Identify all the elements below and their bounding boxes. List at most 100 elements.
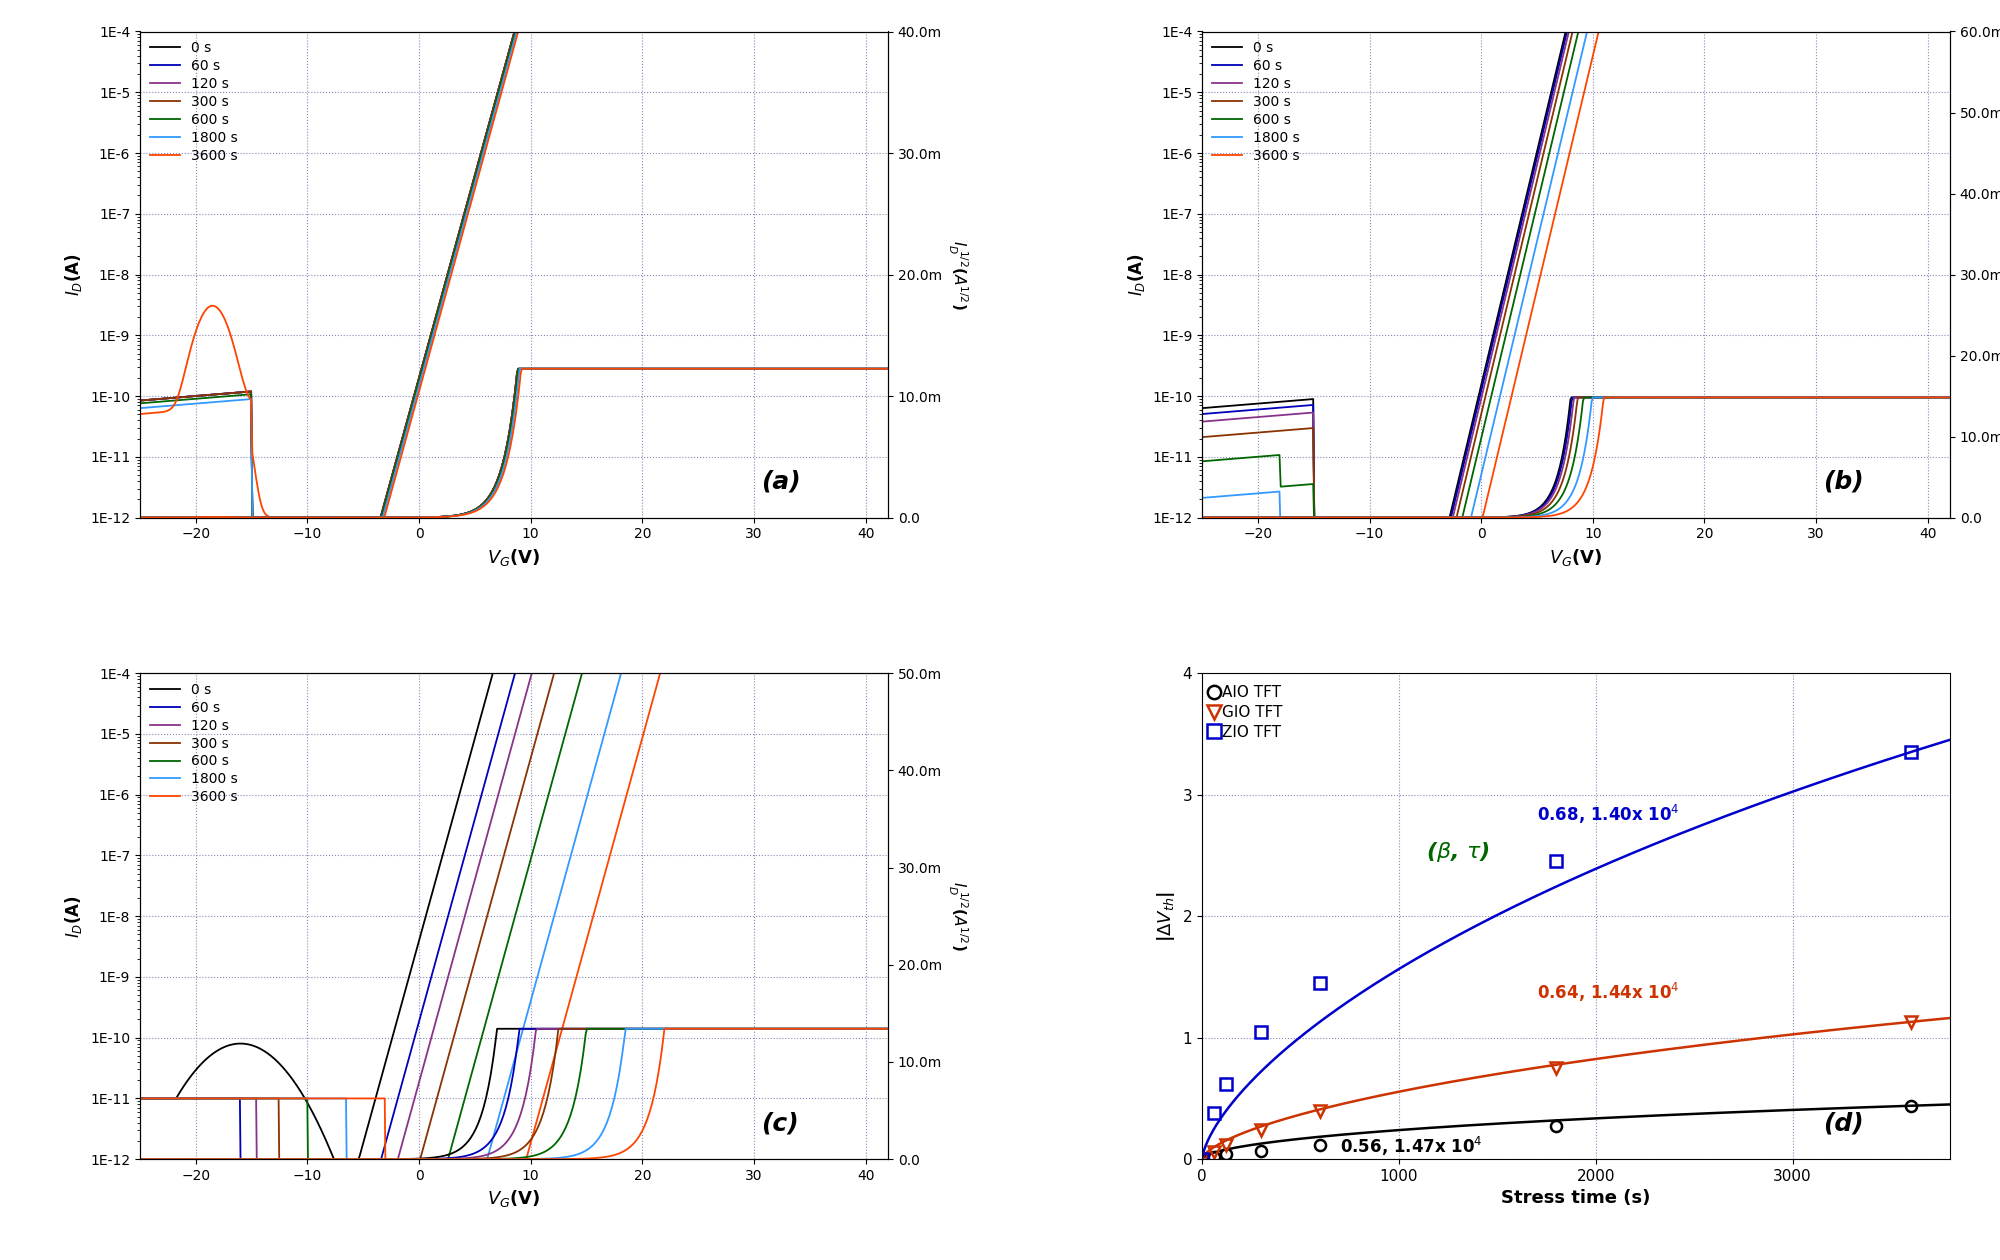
3600 s xyxy=(128,1091,152,1106)
600 s xyxy=(572,14,596,29)
1800 s xyxy=(694,650,718,665)
Text: 0.64, 1.44x 10$^4$: 0.64, 1.44x 10$^4$ xyxy=(1536,980,1680,1004)
600 s xyxy=(1384,528,1408,543)
60 s xyxy=(322,510,346,525)
X-axis label: $V_G$(V): $V_G$(V) xyxy=(1550,547,1602,568)
120 s xyxy=(1562,3,1586,18)
120 s xyxy=(1324,528,1348,543)
600 s xyxy=(876,650,900,665)
Legend: 0 s, 60 s, 120 s, 300 s, 600 s, 1800 s, 3600 s: 0 s, 60 s, 120 s, 300 s, 600 s, 1800 s, … xyxy=(146,680,240,806)
0 s xyxy=(694,14,718,29)
Text: 0.56, 1.47x 10$^4$: 0.56, 1.47x 10$^4$ xyxy=(1340,1135,1482,1158)
60 s xyxy=(1692,3,1716,18)
Line: 600 s: 600 s xyxy=(140,21,888,518)
600 s xyxy=(260,1091,284,1106)
3600 s xyxy=(374,1212,398,1227)
3600 s xyxy=(630,14,654,29)
300 s xyxy=(572,14,596,29)
300 s xyxy=(260,1091,284,1106)
300 s xyxy=(572,650,596,665)
Line: 1800 s: 1800 s xyxy=(1202,10,1950,536)
Text: (b): (b) xyxy=(1822,470,1864,494)
600 s xyxy=(322,510,346,525)
AIO TFT xyxy=(1250,1143,1274,1158)
0 s xyxy=(486,650,510,665)
1800 s xyxy=(260,1091,284,1106)
AIO TFT xyxy=(1190,1152,1214,1167)
120 s xyxy=(1384,528,1408,543)
120 s xyxy=(526,650,550,665)
600 s xyxy=(1756,3,1780,18)
600 s xyxy=(506,14,530,29)
60 s xyxy=(1190,407,1214,422)
1800 s xyxy=(320,1091,344,1106)
0 s xyxy=(1384,528,1408,543)
3600 s xyxy=(572,14,596,29)
AIO TFT xyxy=(1214,1147,1238,1162)
600 s xyxy=(468,154,492,169)
60 s xyxy=(128,393,152,408)
GIO TFT xyxy=(1308,1102,1332,1118)
1800 s xyxy=(1530,214,1554,229)
1800 s xyxy=(876,650,900,665)
600 s xyxy=(630,14,654,29)
0 s xyxy=(1692,3,1716,18)
GIO TFT xyxy=(1190,1152,1214,1167)
120 s xyxy=(572,650,596,665)
1800 s xyxy=(572,14,596,29)
0 s xyxy=(1302,528,1326,543)
1800 s xyxy=(240,510,264,525)
0 s xyxy=(1560,3,1584,18)
120 s xyxy=(876,14,900,29)
120 s xyxy=(240,510,264,525)
0 s xyxy=(1756,3,1780,18)
Line: 60 s: 60 s xyxy=(1202,10,1950,536)
1800 s xyxy=(630,14,654,29)
120 s xyxy=(1756,3,1780,18)
Text: 0.68, 1.40x 10$^4$: 0.68, 1.40x 10$^4$ xyxy=(1536,804,1680,827)
1800 s xyxy=(128,401,152,416)
120 s xyxy=(1190,415,1214,430)
600 s xyxy=(468,1037,492,1052)
X-axis label: $V_G$(V): $V_G$(V) xyxy=(488,1188,540,1210)
120 s xyxy=(630,650,654,665)
Legend: 0 s, 60 s, 120 s, 300 s, 600 s, 1800 s, 3600 s: 0 s, 60 s, 120 s, 300 s, 600 s, 1800 s, … xyxy=(146,39,240,165)
3600 s xyxy=(628,736,652,751)
ZIO TFT xyxy=(1308,975,1332,990)
300 s xyxy=(1756,3,1780,18)
AIO TFT xyxy=(1202,1149,1226,1164)
Line: 120 s: 120 s xyxy=(1202,10,1950,536)
0 s xyxy=(1938,3,1962,18)
Line: 120 s: 120 s xyxy=(140,658,888,1220)
300 s xyxy=(240,510,264,525)
60 s xyxy=(128,1091,152,1106)
60 s xyxy=(262,510,286,525)
0 s xyxy=(506,14,530,29)
0 s xyxy=(630,650,654,665)
60 s xyxy=(876,650,900,665)
60 s xyxy=(572,14,596,29)
60 s xyxy=(322,1212,346,1227)
3600 s xyxy=(468,164,492,179)
120 s xyxy=(630,14,654,29)
120 s xyxy=(322,1212,346,1227)
120 s xyxy=(322,510,346,525)
3600 s xyxy=(694,650,718,665)
300 s xyxy=(1692,3,1716,18)
1800 s xyxy=(1268,528,1292,543)
120 s xyxy=(572,14,596,29)
1800 s xyxy=(128,1091,152,1106)
60 s xyxy=(230,1212,254,1227)
0 s xyxy=(262,510,286,525)
300 s xyxy=(1302,528,1326,543)
Y-axis label: $I_D$(A): $I_D$(A) xyxy=(64,895,84,937)
0 s xyxy=(572,650,596,665)
120 s xyxy=(876,650,900,665)
60 s xyxy=(508,650,532,665)
3600 s xyxy=(654,650,678,665)
Line: ZIO TFT: ZIO TFT xyxy=(1196,747,1916,1164)
AIO TFT xyxy=(1898,1099,1922,1114)
60 s xyxy=(694,14,718,29)
600 s xyxy=(694,14,718,29)
Y-axis label: $I_D^{\ 1/2}$($A^{1/2}$): $I_D^{\ 1/2}$($A^{1/2}$) xyxy=(946,239,970,310)
